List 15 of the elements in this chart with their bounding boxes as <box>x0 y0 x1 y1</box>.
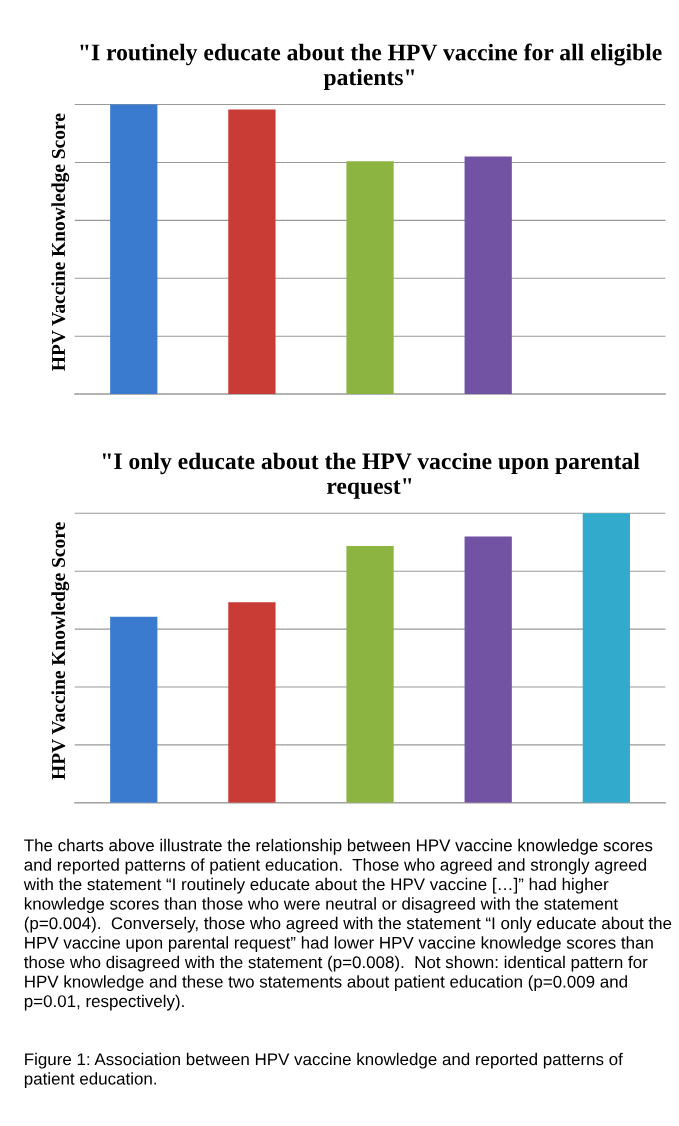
bar <box>346 546 394 803</box>
bar <box>110 104 158 395</box>
bar <box>110 616 158 803</box>
bar <box>228 109 276 395</box>
y-axis-title: HPV Vaccine Knowledge Score <box>51 113 70 371</box>
caption: Figure 1: Association between HPV vaccine knowledge and reported patterns of patient education. <box>24 1052 623 1089</box>
bar <box>582 513 630 803</box>
chart-title: "I only educate about the HPV vaccine upon parental request" <box>102 452 640 499</box>
bar <box>464 156 512 395</box>
bar <box>228 602 276 803</box>
y-axis-title: HPV Vaccine Knowledge Score <box>51 522 70 780</box>
bar <box>346 161 394 395</box>
text: The charts above illustrate the relationship between HPV vaccine knowledge scores and reported patterns of patient education. Those who agreed and strongly agreed with the statement “I routinely educate about the HPV vaccine […]” had higher knowledge scores than those who were neutral or disagreed with the statement (p=0.004). Conversely, those who agreed with the statement “I only educate about the HPV vaccine upon parental request” had lower HPV vaccine knowledge scores than those who disagreed with the statement (p=0.008). Not shown: identical pattern for HPV knowledge and these two statements about patient education (p=0.009 and p=0.01, respectively). <box>23 838 672 1011</box>
chart-title: "I routinely educate about the HPV vaccine for all eligible patients" <box>80 43 662 91</box>
bar <box>464 536 512 803</box>
